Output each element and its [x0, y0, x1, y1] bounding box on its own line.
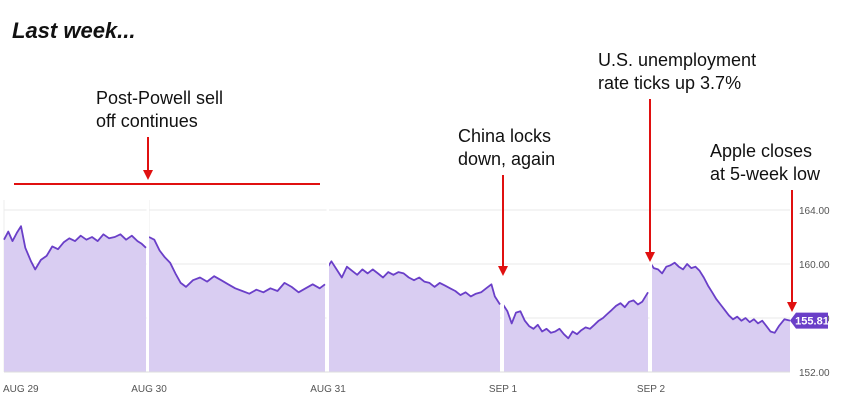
price-line-sep-2	[650, 261, 791, 334]
y-tick-label: 160.00	[799, 260, 830, 271]
annotation-line: rate ticks up 3.7%	[598, 73, 742, 93]
x-tick-label: AUG 29	[3, 384, 39, 395]
x-tick-label: AUG 31	[310, 384, 346, 395]
session-gap	[146, 200, 149, 372]
annotation-arrow-head	[645, 252, 655, 262]
page-heading: Last week...	[12, 18, 136, 43]
price-line-sep-1	[502, 291, 649, 340]
annotation-arrow-head	[498, 266, 508, 276]
x-tick-label: SEP 2	[637, 384, 666, 395]
price-line-aug-31	[327, 260, 501, 305]
session-gap	[501, 200, 504, 372]
x-tick-label: SEP 1	[489, 384, 518, 395]
annotation-unemployment: U.S. unemployment rate ticks up 3.7%	[598, 49, 756, 95]
annotation-line: U.S. unemployment	[598, 50, 757, 70]
annotation-arrow-head	[787, 302, 797, 312]
annotation-line: Apple closes	[710, 141, 813, 161]
area-fill-aug-31	[328, 261, 500, 372]
y-tick-label: 152.00	[799, 368, 830, 379]
price-line-aug-29	[3, 225, 147, 271]
annotation-line: at 5-week low	[710, 164, 821, 184]
annotation-post-powell: Post-Powell sell off continues	[96, 87, 223, 133]
annotation-line: down, again	[458, 149, 556, 169]
annotation-line: China locks	[458, 126, 552, 146]
annotation-arrow-head	[143, 170, 153, 180]
annotation-line: off continues	[96, 111, 198, 131]
annotation-apple-close: Apple closes at 5-week low	[710, 140, 820, 186]
last-value-badge	[790, 312, 828, 329]
area-fill-sep-1	[503, 292, 648, 372]
price-line-aug-30	[148, 236, 326, 295]
x-tick-label: AUG 30	[131, 384, 167, 395]
annotation-line: Post-Powell sell	[96, 88, 224, 108]
session-gap	[326, 200, 329, 372]
annotation-china-lockdown: China locks down, again	[458, 125, 555, 171]
session-gap	[649, 200, 652, 372]
area-fill-aug-30	[149, 237, 325, 372]
area-fill-sep-2	[651, 262, 790, 372]
last-value-label: 155.81	[795, 316, 829, 328]
y-tick-label: 164.00	[799, 206, 830, 217]
